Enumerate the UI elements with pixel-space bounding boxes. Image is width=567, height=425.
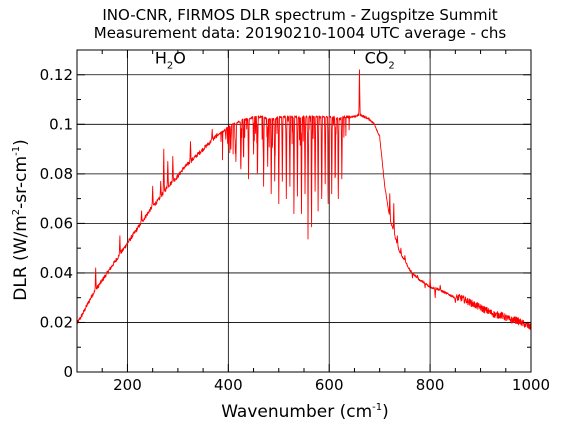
- x-axis-label: Wavenumber (cm-1): [221, 402, 389, 422]
- x-tick-label: 400: [214, 376, 243, 394]
- x-tick-label: 1000: [512, 376, 550, 394]
- axis-ticks: 200 400 600 800 1000 0 0.02 0.04 0.06 0.08 0.1 0.12: [40, 49, 550, 394]
- plot-frame: [76, 49, 532, 373]
- molecule-label: CO2: [365, 49, 395, 72]
- x-tick-label: 200: [113, 376, 142, 394]
- y-tick-label: 0.04: [40, 264, 73, 282]
- x-tick-label: 600: [315, 376, 344, 394]
- annotations: H2O CO2: [155, 49, 395, 72]
- y-tick-label: 0: [63, 363, 73, 381]
- y-tick-label: 0.06: [40, 214, 73, 232]
- chart-title: INO-CNR, FIRMOS DLR spectrum - Zugspitze…: [102, 6, 497, 24]
- x-tick-label: 800: [416, 376, 445, 394]
- grid: [77, 50, 532, 373]
- y-tick-label: 0.12: [40, 66, 73, 84]
- chart-subtitle: Measurement data: 20190210-1004 UTC aver…: [94, 24, 507, 42]
- y-axis-label: DLR (W/m2-sr-cm-1): [11, 139, 31, 300]
- y-tick-label: 0.08: [40, 165, 73, 183]
- series-line: [76, 69, 532, 331]
- molecule-label: H2O: [155, 49, 186, 72]
- y-tick-label: 0.02: [40, 313, 73, 331]
- plot-area: [76, 69, 532, 331]
- y-tick-label: 0.1: [49, 115, 73, 133]
